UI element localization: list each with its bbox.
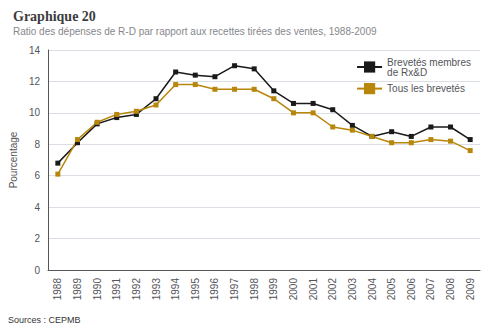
svg-text:Pourcentage: Pourcentage [8, 131, 19, 188]
svg-text:2001: 2001 [308, 278, 319, 301]
svg-text:1999: 1999 [268, 278, 279, 301]
svg-text:Sources : CEPMB: Sources : CEPMB [8, 315, 81, 325]
svg-text:2009: 2009 [465, 278, 476, 301]
svg-text:2006: 2006 [406, 278, 417, 301]
svg-text:1998: 1998 [249, 278, 260, 301]
svg-text:Brevetés membres: Brevetés membres [387, 56, 471, 68]
svg-text:1988: 1988 [52, 278, 63, 301]
svg-text:2005: 2005 [386, 278, 397, 301]
svg-text:1990: 1990 [92, 278, 103, 301]
svg-text:1989: 1989 [72, 278, 83, 301]
svg-text:2: 2 [34, 233, 40, 244]
svg-text:2002: 2002 [327, 278, 338, 301]
svg-text:2000: 2000 [288, 278, 299, 301]
svg-text:1997: 1997 [229, 278, 240, 301]
svg-text:10: 10 [29, 107, 41, 118]
svg-text:2003: 2003 [347, 278, 358, 301]
svg-text:1992: 1992 [131, 278, 142, 301]
svg-text:1991: 1991 [111, 278, 122, 301]
svg-text:1993: 1993 [151, 278, 162, 301]
svg-text:6: 6 [34, 170, 40, 181]
svg-text:12: 12 [29, 76, 41, 87]
svg-text:1995: 1995 [190, 278, 201, 301]
svg-text:0: 0 [34, 265, 40, 276]
svg-text:Graphique 20: Graphique 20 [13, 9, 96, 24]
svg-text:4: 4 [34, 202, 40, 213]
svg-text:Ratio des dépenses de R-D par: Ratio des dépenses de R-D par rapport au… [13, 26, 377, 37]
svg-text:2008: 2008 [445, 278, 456, 301]
svg-text:8: 8 [34, 139, 40, 150]
svg-text:1994: 1994 [170, 278, 181, 301]
svg-text:2004: 2004 [367, 278, 378, 301]
svg-text:14: 14 [29, 45, 41, 56]
svg-text:2007: 2007 [425, 278, 436, 301]
svg-text:Tous les brevetés: Tous les brevetés [387, 83, 465, 94]
svg-text:de Rx&D: de Rx&D [387, 67, 427, 78]
svg-text:1996: 1996 [209, 278, 220, 301]
